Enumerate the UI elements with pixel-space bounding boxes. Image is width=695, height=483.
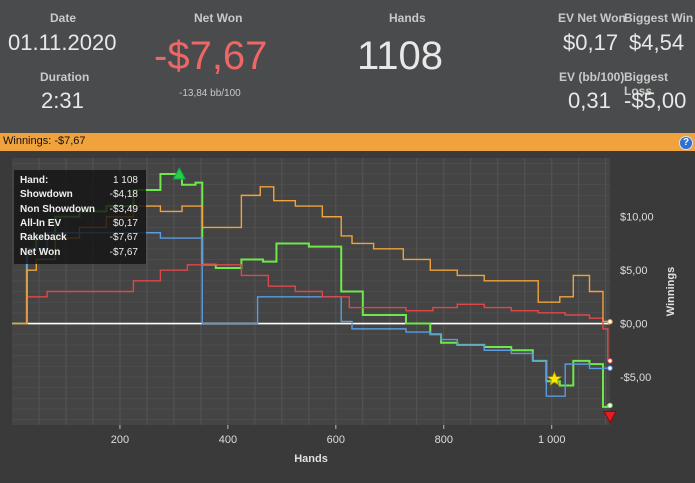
net-won-bb100: -13,84 bb/100 (179, 88, 241, 99)
y-tick-label: $5,00 (620, 265, 648, 277)
tooltip-row: All-In EV $0,17 (20, 218, 142, 232)
ev-net-won-value: $0,17 (563, 30, 619, 55)
y-axis-label: Winnings (665, 267, 677, 316)
x-tick-label: 1 000 (538, 434, 566, 446)
series-end-marker (607, 365, 613, 371)
tooltip-key: Showdown (20, 189, 73, 201)
winnings-bar-text: Winnings: -$7,67 (3, 135, 86, 147)
tooltip-value: -$4,18 (109, 189, 138, 201)
tooltip-value: -$3,49 (109, 203, 138, 215)
tooltip-key: Non Showdown (20, 203, 95, 215)
biggest-loss-label: Biggest Loss (624, 70, 669, 98)
date-label: Date (50, 11, 77, 25)
duration-value: 2:31 (41, 88, 84, 113)
winnings-chart: 200 400 600 800 1 000 $10,00 $5,00 $0,00 -$5,00 H… (0, 151, 695, 478)
star-marker (546, 371, 563, 386)
tooltip-row: Hand: 1 108 (20, 175, 142, 189)
tooltip-value: -$7,67 (109, 232, 138, 244)
tooltip-row: Showdown -$4,18 (20, 189, 142, 203)
y-tick-label: $10,00 (620, 212, 654, 224)
biggest-loss-value: -$5,00 (624, 88, 687, 113)
series-line-showdown (12, 232, 610, 397)
tooltip-value: -$7,67 (109, 246, 138, 258)
date-value: 01.11.2020 (8, 30, 117, 55)
tooltip-row: Rakeback -$7,67 (20, 232, 142, 246)
ev-bb100-value: 0,31 (568, 88, 611, 113)
y-tick-label: $0,00 (620, 319, 648, 331)
x-tick-label: 800 (435, 434, 453, 446)
series-end-marker (607, 358, 613, 364)
hands-value: 1108 (357, 34, 444, 78)
hand-tooltip: Hand: 1 108 Showdown -$4,18 Non Showdown -$3,… (14, 170, 146, 264)
net-won-label: Net Won (194, 11, 243, 25)
series-end-marker (607, 319, 613, 325)
tooltip-key: Hand: (20, 175, 49, 186)
x-axis-label: Hands (294, 453, 328, 465)
net-won-value: -$7,67 (154, 34, 268, 78)
hands-label: Hands (389, 11, 426, 25)
duration-label: Duration (40, 70, 90, 84)
biggest-win-value: $4,54 (629, 30, 685, 55)
winnings-bar: Winnings: -$7,67 (0, 133, 695, 151)
y-tick-label: -$5,00 (620, 372, 651, 384)
biggest-win-label: Biggest Win (624, 11, 694, 25)
tooltip-key: Rakeback (20, 232, 67, 244)
best-hand-marker (172, 166, 187, 180)
ev-net-won-label: EV Net Won (558, 11, 626, 25)
series-end-marker (607, 402, 613, 409)
tooltip-key: All-In EV (20, 217, 62, 229)
tooltip-row: Non Showdown -$3,49 (20, 204, 142, 218)
help-icon[interactable]: ? (679, 136, 693, 150)
worst-hand-marker (603, 410, 617, 424)
stats-header: Date 01.11.2020 Duration 2:31 Net Won -$… (0, 0, 695, 133)
x-tick-label: 400 (219, 434, 237, 446)
tooltip-row: Net Won -$7,67 (20, 247, 142, 261)
tooltip-key: Net Won (20, 246, 61, 258)
tooltip-value: 1 108 (112, 175, 138, 186)
tooltip-value: $0,17 (112, 217, 138, 229)
ev-bb100-label: EV (bb/100) (559, 70, 625, 84)
x-tick-label: 200 (111, 434, 129, 446)
x-tick-label: 600 (327, 434, 345, 446)
series-line-non-showdown (12, 264, 610, 362)
